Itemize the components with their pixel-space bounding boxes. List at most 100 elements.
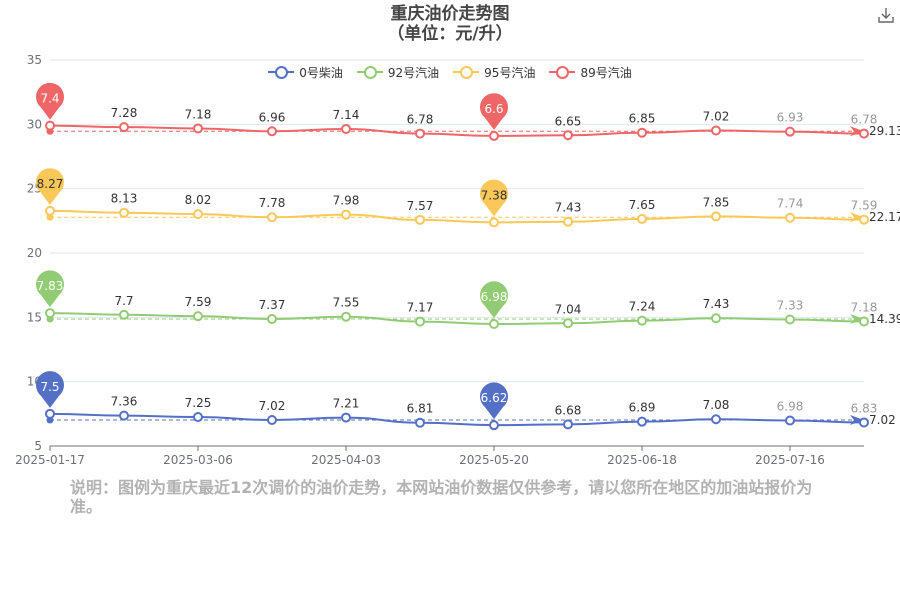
chart-subtitle: （单位：元/升） [387, 24, 513, 44]
data-point [341, 412, 351, 423]
data-label: 6.85 [629, 112, 656, 126]
data-point [489, 420, 499, 431]
data-point [859, 128, 869, 139]
chart-legend: 0号柴油 92号汽油 95号汽油 89号汽油 [0, 62, 900, 82]
y-tick-label: 20 [27, 246, 42, 260]
data-label: 7.25 [185, 396, 212, 410]
series-line-1 [49, 312, 865, 326]
y-tick-label: 15 [27, 310, 42, 324]
legend-label: 89号汽油 [580, 65, 632, 80]
x-tick-label: 2025-04-03 [311, 453, 381, 467]
data-label: 7.59 [851, 199, 878, 213]
y-tick-label: 5 [34, 439, 42, 453]
avg-label: 29.13 [869, 124, 900, 138]
data-point [193, 123, 203, 134]
data-label: 7.7 [114, 294, 133, 308]
marker-pin [480, 382, 509, 420]
marker-pin [36, 270, 65, 308]
data-point [193, 412, 203, 423]
legend-label: 0号柴油 [299, 65, 343, 80]
data-point [119, 309, 129, 320]
data-point [563, 318, 573, 329]
data-point [415, 214, 425, 225]
data-point [45, 308, 55, 319]
x-tick-label: 2025-07-16 [755, 453, 825, 467]
avg-line-arrow [850, 415, 864, 426]
data-point [267, 212, 277, 223]
x-tick-label: 2025-01-17 [15, 453, 85, 467]
data-label: 6.78 [851, 113, 878, 127]
legend-label: 92号汽油 [387, 65, 440, 80]
data-label: 7.74 [777, 197, 804, 211]
x-tick-label: 2025-06-18 [607, 453, 677, 467]
data-label: 7.43 [555, 201, 582, 215]
data-label: 7.33 [777, 299, 804, 313]
data-point [859, 417, 869, 428]
avg-label: 7.02 [869, 413, 896, 427]
data-label: 7.02 [703, 110, 730, 124]
disclaimer-note: 说明：图例为重庆最近12次调价的油价走势，本网站油价数据仅供参考，请以您所在地区… [70, 478, 813, 516]
data-label: 8.13 [111, 192, 138, 206]
series-line-3 [49, 124, 865, 137]
legend-swatch [268, 65, 295, 79]
data-label: 6.96 [259, 110, 286, 124]
chart-title-block: 重庆油价走势图 （单位：元/升） [0, 4, 900, 44]
data-point [45, 408, 55, 419]
data-label: 6.98 [777, 400, 804, 414]
marker-pin-label: 7.38 [481, 188, 508, 202]
data-point [341, 209, 351, 220]
data-label: 7.04 [555, 302, 582, 316]
data-point [119, 207, 129, 218]
data-point [119, 122, 129, 133]
data-point [489, 130, 499, 141]
legend-swatch [356, 65, 383, 79]
data-label: 7.57 [407, 199, 434, 213]
data-point [415, 417, 425, 428]
data-label: 7.36 [111, 395, 138, 409]
marker-pin [36, 82, 65, 120]
marker-pin [480, 93, 508, 130]
legend-label: 95号汽油 [484, 65, 536, 80]
data-point [637, 416, 647, 427]
data-label: 6.65 [555, 114, 582, 128]
data-label: 6.68 [555, 403, 582, 417]
marker-pin-label: 6.6 [484, 102, 503, 116]
legend-item-gasoline-92[interactable]: 92号汽油 [356, 62, 440, 82]
legend-swatch [549, 65, 576, 79]
data-label: 7.24 [629, 300, 656, 314]
series-line-0 [49, 412, 865, 427]
data-point [859, 214, 869, 225]
legend-item-gasoline-95[interactable]: 95号汽油 [453, 62, 535, 82]
data-point [637, 315, 647, 326]
data-point [267, 415, 277, 426]
data-label: 7.02 [259, 399, 286, 413]
legend-item-diesel-0[interactable]: 0号柴油 [268, 62, 343, 82]
marker-pin-label: 8.27 [37, 177, 64, 191]
marker-pin [480, 281, 509, 319]
data-label: 7.28 [111, 106, 138, 120]
data-label: 6.83 [851, 401, 878, 415]
chart-title: 重庆油价走势图 [390, 4, 510, 24]
series-line-2 [49, 209, 865, 224]
data-point [341, 123, 351, 134]
data-label: 7.43 [703, 297, 730, 311]
download-icon[interactable] [877, 6, 895, 24]
data-point [415, 128, 425, 139]
marker-pin-label: 7.83 [37, 279, 64, 293]
data-point [785, 126, 795, 137]
data-label: 8.02 [185, 193, 212, 207]
data-label: 7.21 [333, 397, 360, 411]
data-point [563, 419, 573, 430]
data-label: 7.98 [333, 194, 360, 208]
x-tick-label: 2025-05-20 [459, 453, 529, 467]
avg-line-arrow [850, 212, 864, 223]
legend-item-gasoline-89[interactable]: 89号汽油 [549, 62, 632, 82]
data-point [341, 311, 351, 322]
data-label: 7.55 [333, 296, 360, 310]
marker-pin-label: 6.98 [481, 290, 508, 304]
data-label: 6.81 [407, 402, 434, 416]
data-point [119, 410, 129, 421]
avg-line-arrow [850, 314, 864, 325]
data-point [785, 212, 795, 223]
